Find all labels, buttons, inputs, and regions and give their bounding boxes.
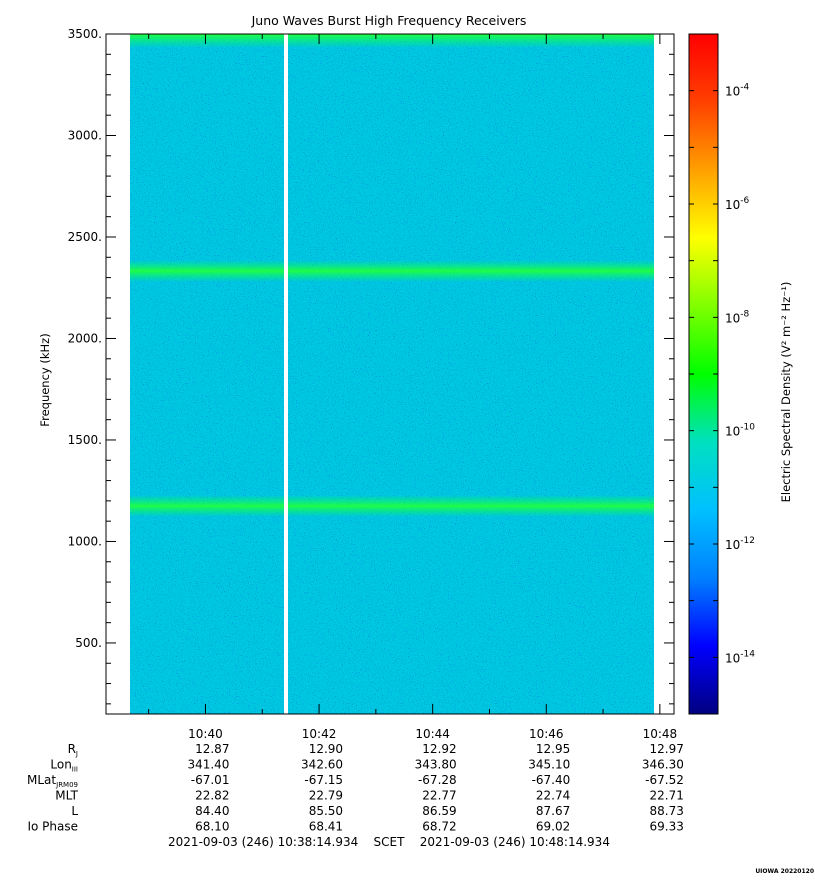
colorbar-tick-label: 10-8 xyxy=(725,309,750,325)
ephemeris-table: RJ 12.87 12.90 12.92 12.95 12.97 LonIII 341.40 3… xyxy=(27,742,684,834)
ephemeris-value: 22.77 xyxy=(422,789,456,803)
ephemeris-value: 88.73 xyxy=(650,804,684,818)
y-tick-label: 1000. xyxy=(68,534,102,548)
y-axis-label: Frequency (kHz) xyxy=(38,333,52,426)
ephemeris-value: 345.10 xyxy=(528,758,570,772)
colorbar-tick-label: 10-4 xyxy=(725,83,750,99)
y-tick-label: 3000. xyxy=(68,128,102,142)
spectrogram-noise xyxy=(130,34,654,714)
ephemeris-value: 12.87 xyxy=(195,742,229,756)
colorbar-tick-label: 10-6 xyxy=(725,196,750,212)
ephemeris-value: -67.15 xyxy=(304,773,343,787)
ephemeris-row-label: RJ xyxy=(68,742,78,758)
ephemeris-value: 69.02 xyxy=(536,820,570,834)
ephemeris-value: 12.97 xyxy=(650,742,684,756)
ephemeris-row-label: Io Phase xyxy=(27,820,78,834)
ephemeris-value: 346.30 xyxy=(642,758,684,772)
colorbar-tick-label: 10-12 xyxy=(725,536,755,552)
ephemeris-row-label: L xyxy=(71,804,78,818)
ephemeris-row-label: MLatJRM09 xyxy=(27,773,78,789)
colorbar-tick-label: 10-10 xyxy=(725,423,755,439)
ephemeris-value: -67.52 xyxy=(645,773,684,787)
ephemeris-value: -67.28 xyxy=(418,773,457,787)
ephemeris-value: 22.82 xyxy=(195,789,229,803)
spectrogram-image xyxy=(130,34,654,714)
ephemeris-value: 68.10 xyxy=(195,820,229,834)
ephemeris-value: 12.90 xyxy=(309,742,343,756)
x-axis: 10:40 10:42 10:44 10:46 10:48 xyxy=(148,34,678,741)
plot-frame xyxy=(105,33,675,715)
ephemeris-value: 69.33 xyxy=(650,820,684,834)
time-range-label: 2021-09-03 (246) 10:38:14.934 SCET 2021-… xyxy=(168,835,610,849)
x-tick-label: 10:40 xyxy=(188,727,223,741)
ephemeris-value: 12.95 xyxy=(536,742,570,756)
ephemeris-value: 87.67 xyxy=(536,804,570,818)
colorbar: 10-4 10-6 10-8 10-10 10-12 10-14 xyxy=(688,33,755,715)
footer-tag: UIOWA 20220120 xyxy=(755,868,814,875)
x-tick-label: 10:46 xyxy=(529,727,564,741)
y-tick-label: 3500. xyxy=(68,27,102,41)
y-tick-label: 2500. xyxy=(68,230,102,244)
colorbar-label: Electric Spectral Density (V² m⁻² Hz⁻¹) xyxy=(779,282,793,503)
x-tick-label: 10:42 xyxy=(302,727,337,741)
top-edge-band xyxy=(130,34,654,48)
x-tick-label: 10:48 xyxy=(643,727,678,741)
emission-band-lower xyxy=(130,495,654,517)
y-axis: 500. 1000. 1500. 2000. 2500. 3000. 3500. xyxy=(68,27,674,705)
ephemeris-value: 85.50 xyxy=(309,804,343,818)
ephemeris-value: 341.40 xyxy=(187,758,229,772)
ephemeris-value: 22.74 xyxy=(536,789,570,803)
ephemeris-value: 22.79 xyxy=(309,789,343,803)
chart-title: Juno Waves Burst High Frequency Receiver… xyxy=(251,13,527,28)
y-tick-label: 500. xyxy=(75,636,102,650)
y-tick-label: 1500. xyxy=(68,433,102,447)
colorbar-ticks: 10-4 10-6 10-8 10-10 10-12 10-14 xyxy=(689,33,755,715)
ephemeris-value: -67.01 xyxy=(191,773,230,787)
ephemeris-value: 86.59 xyxy=(422,804,456,818)
ephemeris-row-label: MLT xyxy=(55,789,78,803)
ephemeris-value: 343.80 xyxy=(415,758,457,772)
ephemeris-value: 342.60 xyxy=(301,758,343,772)
colorbar-tick-label: 10-14 xyxy=(725,649,755,665)
x-tick-label: 10:44 xyxy=(415,727,450,741)
data-gap xyxy=(284,34,288,714)
ephemeris-value: 68.72 xyxy=(422,820,456,834)
ephemeris-value: 22.71 xyxy=(650,789,684,803)
y-tick-label: 2000. xyxy=(68,331,102,345)
ephemeris-value: 12.92 xyxy=(422,742,456,756)
ephemeris-value: 84.40 xyxy=(195,804,229,818)
emission-band-upper xyxy=(130,260,654,282)
ephemeris-row-label: LonIII xyxy=(50,758,78,774)
ephemeris-value: -67.40 xyxy=(532,773,571,787)
ephemeris-value: 68.41 xyxy=(309,820,343,834)
